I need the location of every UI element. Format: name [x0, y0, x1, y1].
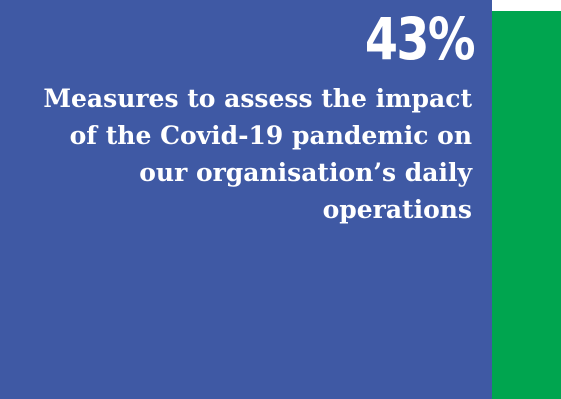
stat-caption-line-3: our organisation’s daily [139, 158, 472, 187]
stat-caption-line-1: Measures to assess the impact [43, 84, 472, 113]
stat-percentage: 43% [365, 5, 476, 73]
accent-bar [492, 11, 561, 399]
stat-card: 43% Measures to assess the impact of the… [0, 0, 492, 399]
stat-caption-line-4: operations [322, 195, 472, 224]
stat-caption-line-2: of the Covid-19 pandemic on [69, 121, 472, 150]
stat-caption: Measures to assess the impact of the Cov… [32, 80, 472, 228]
